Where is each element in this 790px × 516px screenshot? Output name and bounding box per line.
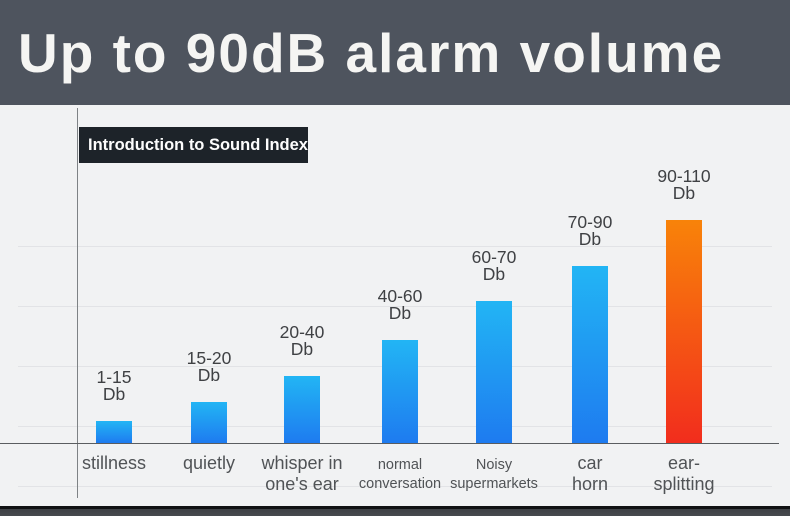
- page-title: Up to 90dB alarm volume: [18, 21, 725, 84]
- bar-column-car-horn: 70-90 Db: [542, 212, 638, 443]
- bar: [96, 421, 132, 443]
- bar: [191, 402, 227, 443]
- bar: [382, 340, 418, 443]
- bar-column-supermarkets: 60-70 Db: [446, 247, 542, 443]
- bar-column-whisper: 20-40 Db: [254, 322, 350, 443]
- category-label: quietly: [182, 453, 236, 473]
- category-label: stillness: [81, 453, 147, 473]
- bar-column-conversation: 40-60 Db: [352, 286, 448, 443]
- gridline: [18, 306, 772, 307]
- bar-value-label: 90-110 Db: [657, 166, 711, 203]
- bar-value-label: 40-60 Db: [377, 286, 423, 323]
- bottom-divider-bar: [0, 506, 790, 516]
- category-label: whisper in one's ear: [261, 453, 343, 494]
- y-axis-line: [77, 108, 78, 498]
- category-label: ear- splitting: [653, 453, 715, 494]
- bar: [666, 220, 702, 443]
- category-label: Noisy supermarkets: [450, 457, 538, 492]
- bar-value-label: 20-40 Db: [279, 322, 325, 359]
- header-banner: Up to 90dB alarm volume: [0, 0, 790, 105]
- chart-title: Introduction to Sound Index: [88, 135, 308, 154]
- bar-value-label: 60-70 Db: [471, 247, 517, 284]
- bar-column-quietly: 15-20 Db: [161, 348, 257, 443]
- bar: [284, 376, 320, 443]
- bar-value-label: 15-20 Db: [186, 348, 232, 385]
- x-axis-line: [0, 443, 779, 444]
- category-label: normal conversation: [358, 457, 442, 492]
- chart-title-tag: Introduction to Sound Index: [79, 127, 308, 163]
- gridline: [18, 486, 772, 487]
- bar-value-label: 70-90 Db: [567, 212, 613, 249]
- bar-column-ear-splitting: 90-110 Db: [636, 166, 732, 443]
- bar-value-label: 1-15 Db: [96, 367, 132, 404]
- bar-column-stillness: 1-15 Db: [66, 367, 162, 443]
- bar: [572, 266, 608, 443]
- bar: [476, 301, 512, 443]
- gridline: [18, 246, 772, 247]
- category-label: car horn: [571, 453, 609, 494]
